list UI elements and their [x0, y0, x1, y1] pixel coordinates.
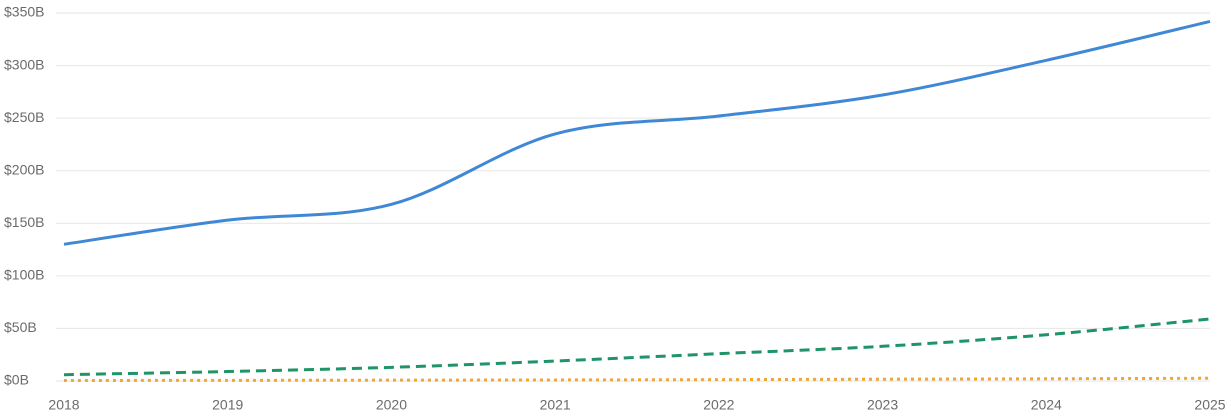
x-tick-label: 2021 — [540, 397, 571, 413]
y-tick-label: $250B — [4, 109, 44, 125]
x-tick-label: 2019 — [212, 397, 243, 413]
x-tick-label: 2024 — [1031, 397, 1062, 413]
x-tick-label: 2023 — [867, 397, 898, 413]
series-line — [63, 376, 1211, 382]
y-tick-label: $200B — [4, 161, 44, 177]
series-line — [63, 19, 1211, 246]
series-line — [63, 317, 1211, 377]
y-tick-label: $0B — [4, 372, 29, 388]
y-tick-label: $50B — [4, 319, 37, 335]
x-tick-label: 2025 — [1194, 397, 1225, 413]
y-tick-label: $350B — [4, 4, 44, 20]
y-tick-label: $100B — [4, 267, 44, 283]
y-tick-label: $300B — [4, 56, 44, 72]
x-tick-label: 2022 — [703, 397, 734, 413]
x-tick-label: 2018 — [48, 397, 79, 413]
y-tick-label: $150B — [4, 214, 44, 230]
x-tick-label: 2020 — [376, 397, 407, 413]
